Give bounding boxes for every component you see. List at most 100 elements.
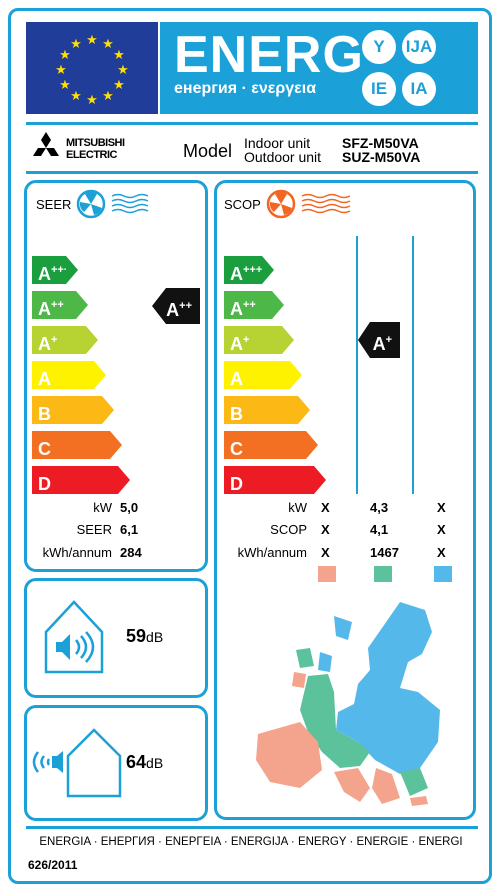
seer-class-arrow-tip <box>102 396 114 424</box>
seer-title: SEER <box>36 197 72 212</box>
scop-scop-warmer: X <box>321 522 330 537</box>
indoor-noise-panel <box>24 578 208 698</box>
seer-class-letter: A <box>38 334 51 354</box>
scop-kw-average: 4,3 <box>370 500 389 515</box>
lang-code-ija: IJA <box>402 30 436 64</box>
svg-text:★: ★ <box>86 33 98 48</box>
svg-text:★: ★ <box>113 78 125 93</box>
column-divider-2 <box>412 236 414 494</box>
indoor-noise-unit: dB <box>146 629 164 645</box>
seer-class-arrow-tip <box>94 361 106 389</box>
eu-stars-icon: ★ ★★ ★★★ ★★★ ★★★ <box>55 33 129 108</box>
indoor-model: SFZ-M50VA <box>342 135 419 151</box>
outdoor-model: SUZ-M50VA <box>342 149 421 165</box>
column-divider-1 <box>356 236 358 494</box>
europe-map-icon <box>256 602 440 806</box>
outdoor-noise-number: 64 <box>126 752 147 772</box>
seer-rating-sup: ++ <box>179 300 192 312</box>
lang-code-ia: IA <box>402 72 436 106</box>
seer-kw-label: kW <box>93 500 112 515</box>
divider-top <box>26 122 478 125</box>
indoor-noise-number: 59 <box>126 626 147 646</box>
scop-class-letter: D <box>230 474 243 494</box>
svg-text:★: ★ <box>117 63 129 78</box>
seer-rating-base: A <box>166 300 180 320</box>
seer-class-arrow-tip <box>110 431 122 459</box>
svg-text:★: ★ <box>102 37 114 52</box>
scop-title: SCOP <box>224 197 261 212</box>
eu-flag: ★ ★ ★ ★ ★ ★ ★ ★ ★ ★ ★ ★ <box>26 22 158 114</box>
outdoor-noise-value: 64dB <box>126 752 163 773</box>
scop-class-letter: A <box>230 299 243 319</box>
brand-name: MITSUBISHI ELECTRIC <box>66 137 125 161</box>
svg-text:★: ★ <box>70 37 82 52</box>
scop-class-arrow-tip <box>272 291 284 319</box>
scop-class-arrow-tip <box>306 431 318 459</box>
outdoor-unit-label: Outdoor unit <box>244 149 322 165</box>
seer-class-letter: A <box>38 369 51 389</box>
seer-kw-value: 5,0 <box>120 500 139 515</box>
heating-icon <box>266 188 362 225</box>
scop-class-letter: A <box>230 334 243 354</box>
outdoor-noise-unit: dB <box>146 755 164 771</box>
seer-class-letter: A <box>38 264 51 284</box>
outdoor-noise-panel <box>24 705 208 821</box>
seer-class-letter: C <box>38 439 51 459</box>
europe-climate-map <box>250 592 450 812</box>
svg-text:★: ★ <box>70 89 82 104</box>
footer-languages: ENERGIA · ЕНЕРГИЯ · ΕΝΕΡΓΕΙΑ · ENERGIJA … <box>39 836 463 848</box>
svg-text:★: ★ <box>59 78 71 93</box>
model-label: Model <box>183 141 233 161</box>
scop-rating-sup: + <box>385 334 392 346</box>
scop-kwh-warmer: X <box>321 545 330 560</box>
seer-kwh-value: 284 <box>120 545 142 560</box>
seer-panel <box>24 180 208 572</box>
zone-colder-swatch <box>434 566 452 582</box>
label-border <box>8 8 492 884</box>
scop-class-plus: ++ <box>243 299 256 311</box>
indoor-noise-value: 59dB <box>126 626 163 647</box>
seer-class-plus: ++ <box>51 299 64 311</box>
brand-logo <box>28 132 64 169</box>
seer-class-arrow-tip <box>66 256 78 284</box>
scop-class-letter: C <box>230 439 243 459</box>
svg-text:★: ★ <box>86 93 98 108</box>
scop-rating-base: A <box>372 334 386 354</box>
seer-class-arrow-tip <box>118 466 130 494</box>
zone-warmer-swatch <box>318 566 336 582</box>
seer-seer-label: SEER <box>76 522 112 537</box>
seer-class-letter: D <box>38 474 51 494</box>
energy-subtitle: енергия · ενεργεια <box>174 80 317 97</box>
seer-kwh-label: kWh/annum <box>42 545 112 560</box>
seer-class-plus: + <box>51 334 58 346</box>
scop-class-letter: A <box>230 264 243 284</box>
cooling-icon <box>76 188 158 225</box>
mitsubishi-diamonds-icon <box>33 132 59 156</box>
scop-kwh-colder: X <box>437 545 446 560</box>
scop-kw-colder: X <box>437 500 446 515</box>
scop-class-arrow-tip <box>262 256 274 284</box>
scop-panel <box>214 180 476 820</box>
seer-seer-value: 6,1 <box>120 522 139 537</box>
scop-class-arrow-tip <box>290 361 302 389</box>
scop-kw-label: kW <box>288 500 307 515</box>
seer-class-arrow-tip <box>76 291 88 319</box>
indoor-unit-label: Indoor unit <box>244 135 311 151</box>
svg-text:★: ★ <box>113 48 125 63</box>
divider-bottom <box>26 826 478 829</box>
scop-kwh-average: 1467 <box>370 545 399 560</box>
scop-kw-warmer: X <box>321 500 330 515</box>
scop-kwh-label: kWh/annum <box>237 545 307 560</box>
scop-scop-label: SCOP <box>270 522 307 537</box>
svg-text:★: ★ <box>59 48 71 63</box>
outdoor-speaker-icon <box>30 726 122 803</box>
seer-class-letter: A <box>38 299 51 319</box>
lang-code-y: Y <box>362 30 396 64</box>
indoor-speaker-icon <box>44 598 104 679</box>
scop-scop-average: 4,1 <box>370 522 389 537</box>
scop-class-letter: A <box>230 369 243 389</box>
svg-text:★: ★ <box>55 63 67 78</box>
divider-middle <box>26 171 478 174</box>
seer-class-arrow-tip <box>86 326 98 354</box>
seer-class-letter: B <box>38 404 51 424</box>
